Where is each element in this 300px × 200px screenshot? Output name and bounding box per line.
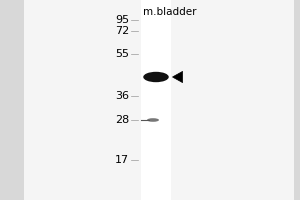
Ellipse shape — [143, 72, 169, 82]
Text: 72: 72 — [115, 26, 129, 36]
Polygon shape — [172, 71, 183, 83]
Text: m.bladder: m.bladder — [143, 7, 196, 17]
Text: 28: 28 — [115, 115, 129, 125]
Ellipse shape — [147, 118, 159, 122]
FancyBboxPatch shape — [141, 0, 171, 200]
Text: 95: 95 — [115, 15, 129, 25]
Text: 36: 36 — [115, 91, 129, 101]
Text: 55: 55 — [115, 49, 129, 59]
Text: 17: 17 — [115, 155, 129, 165]
FancyBboxPatch shape — [24, 0, 294, 200]
